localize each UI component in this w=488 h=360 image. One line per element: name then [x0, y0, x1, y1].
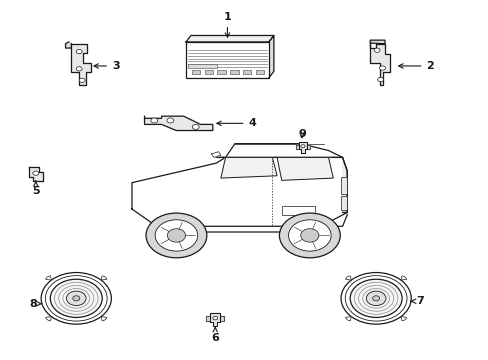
Wedge shape — [101, 316, 107, 321]
Circle shape — [146, 213, 206, 258]
Polygon shape — [144, 116, 212, 131]
Polygon shape — [268, 36, 273, 78]
Wedge shape — [101, 276, 107, 280]
Circle shape — [45, 276, 107, 321]
Bar — [341, 197, 346, 210]
Polygon shape — [216, 144, 342, 157]
Polygon shape — [277, 157, 332, 180]
Circle shape — [73, 296, 80, 301]
Circle shape — [76, 67, 82, 71]
Polygon shape — [71, 44, 91, 85]
Text: 8: 8 — [29, 299, 41, 309]
Polygon shape — [65, 42, 71, 48]
Circle shape — [151, 118, 158, 123]
Wedge shape — [45, 316, 51, 321]
Circle shape — [166, 118, 173, 123]
Bar — [243, 70, 251, 74]
Polygon shape — [29, 167, 42, 181]
Text: 2: 2 — [398, 61, 433, 71]
Polygon shape — [369, 44, 389, 85]
Polygon shape — [221, 157, 277, 178]
Circle shape — [349, 279, 401, 318]
Text: 9: 9 — [298, 129, 305, 139]
Polygon shape — [306, 145, 310, 149]
Wedge shape — [400, 316, 406, 321]
Polygon shape — [298, 142, 306, 153]
Circle shape — [372, 296, 379, 301]
Circle shape — [379, 66, 385, 70]
Circle shape — [167, 229, 185, 242]
Polygon shape — [132, 157, 346, 232]
Bar — [191, 70, 200, 74]
Polygon shape — [369, 40, 384, 44]
Circle shape — [366, 291, 385, 306]
Text: 1: 1 — [223, 12, 231, 37]
Circle shape — [373, 48, 379, 52]
Wedge shape — [345, 276, 350, 280]
Circle shape — [279, 213, 340, 258]
Circle shape — [41, 273, 111, 324]
Circle shape — [300, 229, 318, 242]
Circle shape — [50, 279, 102, 318]
Circle shape — [66, 291, 86, 306]
Circle shape — [33, 171, 39, 175]
Circle shape — [212, 316, 217, 320]
Bar — [185, 42, 268, 78]
Circle shape — [377, 77, 383, 82]
Polygon shape — [210, 314, 220, 326]
Circle shape — [155, 220, 197, 251]
Text: 5: 5 — [32, 181, 40, 197]
Wedge shape — [45, 276, 51, 280]
Circle shape — [79, 78, 85, 82]
Circle shape — [340, 273, 410, 324]
Text: 7: 7 — [410, 296, 423, 306]
Bar — [256, 70, 264, 74]
Wedge shape — [400, 276, 406, 280]
Polygon shape — [211, 152, 221, 157]
Bar — [281, 206, 314, 215]
Text: 6: 6 — [211, 327, 219, 343]
Text: 3: 3 — [94, 61, 119, 71]
Polygon shape — [185, 36, 273, 42]
Bar — [230, 70, 238, 74]
Text: 4: 4 — [216, 118, 256, 128]
Circle shape — [300, 145, 305, 148]
Circle shape — [76, 49, 82, 54]
Circle shape — [345, 276, 406, 321]
Bar — [188, 64, 217, 68]
Polygon shape — [295, 145, 298, 149]
Bar — [204, 70, 212, 74]
Polygon shape — [220, 316, 224, 321]
Polygon shape — [206, 316, 210, 321]
Bar — [217, 70, 225, 74]
Polygon shape — [342, 157, 346, 212]
Bar — [341, 177, 346, 194]
Wedge shape — [345, 316, 350, 321]
Circle shape — [288, 220, 330, 251]
Circle shape — [192, 125, 199, 130]
